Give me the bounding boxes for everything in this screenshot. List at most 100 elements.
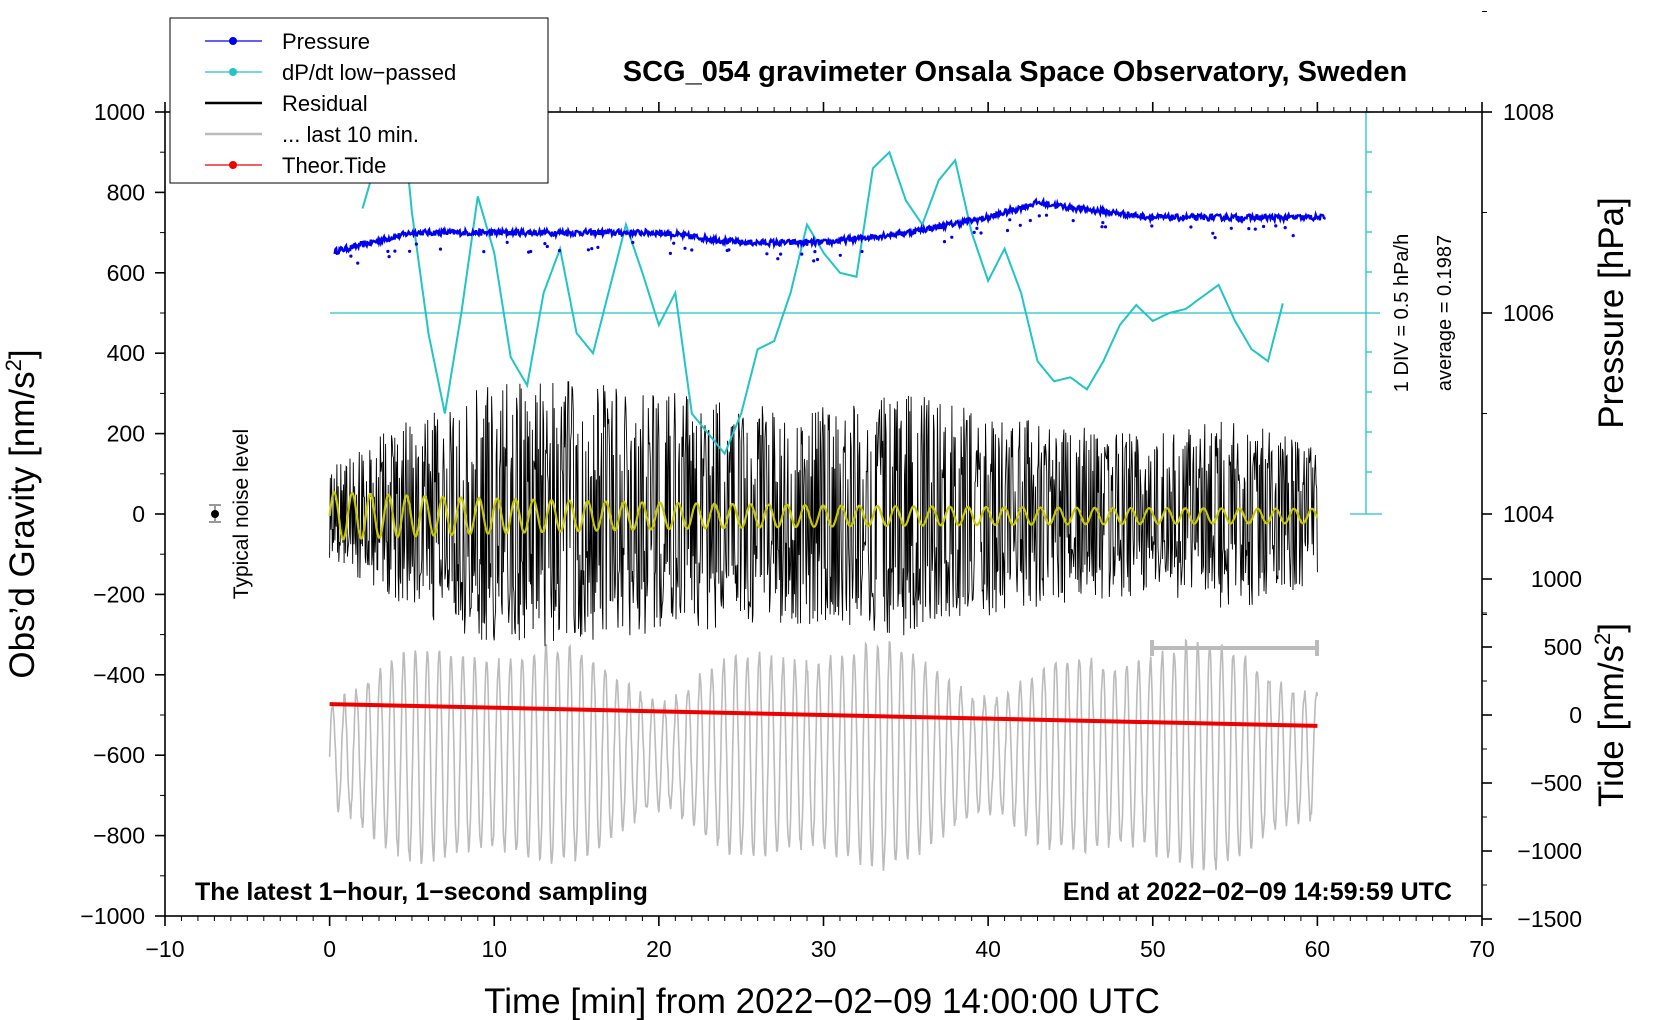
y-tick-label: 0: [132, 501, 145, 527]
pressure-point: [1189, 225, 1193, 229]
legend-label: Theor.Tide: [282, 153, 386, 178]
y-axis-label: Obs’d Gravity [nm/s2]: [1, 349, 42, 678]
legend-marker: [229, 68, 237, 76]
legend-item: Theor.Tide: [205, 153, 386, 178]
pressure-point: [596, 245, 600, 249]
tide-tick-label: −500: [1530, 770, 1582, 796]
pressure-point: [779, 252, 783, 256]
tide-tick-label: −1000: [1517, 838, 1582, 864]
pressure-point: [725, 248, 729, 253]
pressure-point: [1213, 236, 1217, 240]
pressure-point: [558, 249, 562, 253]
pressure-point: [800, 252, 804, 256]
yellow-filtered-series: [328, 491, 1319, 541]
pressure-tick-labels: 1008 1006 1004: [1503, 99, 1554, 527]
pressure-point: [975, 226, 979, 230]
pressure-point: [543, 242, 547, 246]
annotation-end-time: End at 2022−02−09 14:59:59 UTC: [1063, 878, 1452, 906]
minor-ticks: [160, 11, 1487, 921]
pressure-point: [414, 242, 418, 246]
legend-item: dP/dt low−passed: [205, 60, 456, 85]
noise-level-label: Typical noise level: [230, 429, 253, 599]
pressure-axis-label: Pressure [hPa]: [1592, 197, 1631, 429]
pressure-point: [356, 261, 360, 265]
pressure-point: [590, 247, 594, 251]
pressure-point: [1071, 219, 1075, 223]
chart-title: SCG_054 gravimeter Onsala Space Observat…: [623, 56, 1407, 88]
x-tick-labels: −10 0 10 20 30 40 50 60 70: [145, 936, 1494, 962]
noise-level-marker: [209, 504, 221, 523]
y-axis-label-main: Obs’d Gravity [nm/s: [3, 371, 42, 678]
tide-axis-label: Tide [nm/s2]: [1590, 623, 1631, 807]
legend-label: Pressure: [282, 29, 370, 54]
pressure-point: [586, 248, 591, 252]
y-tick-label: 400: [107, 340, 145, 366]
pressure-point: [393, 249, 397, 253]
tide-axis-label-close: ]: [1592, 623, 1631, 633]
residual-series: [329, 381, 1318, 647]
pressure-point: [690, 248, 694, 252]
tide-tick-labels: 1000 500 0 −500 −1000 −1500: [1517, 566, 1582, 932]
pressure-point: [386, 249, 390, 253]
pressure-point: [672, 241, 676, 245]
pressure-point: [1100, 225, 1104, 229]
legend-item: Pressure: [205, 29, 370, 54]
y-tick-labels: 1000 800 600 400 200 0 −200 −400 −600 −800 −1000: [80, 99, 145, 929]
pressure-point: [972, 230, 976, 234]
legend-box: [169, 17, 549, 184]
last-10-min-series: [328, 638, 1319, 871]
pressure-point: [813, 250, 817, 254]
last-10-min-bar: [1150, 640, 1319, 656]
x-tick-label: 20: [646, 936, 672, 962]
y-tick-label: −600: [93, 742, 145, 768]
pressure-point: [1262, 224, 1266, 229]
legend-item: Residual: [205, 91, 368, 116]
pressure-point: [838, 253, 842, 257]
pressure-point: [765, 252, 769, 256]
y-tick-label: −1000: [80, 903, 145, 929]
dpdt-series: [361, 109, 1284, 456]
tide-tick-label: 0: [1569, 702, 1582, 728]
y-tick-label: 200: [107, 421, 145, 447]
x-tick-label: 70: [1469, 936, 1495, 962]
x-tick-label: 30: [811, 936, 837, 962]
pressure-point: [1283, 226, 1287, 230]
y-tick-label: 1000: [94, 99, 145, 125]
x-axis-label: Time [min] from 2022−02−09 14:00:00 UTC: [484, 982, 1160, 1020]
pressure-point: [812, 259, 816, 263]
pressure-point: [527, 250, 531, 254]
pressure-point: [1028, 218, 1032, 223]
pressure-point: [438, 247, 443, 251]
tide-axis-label-main: Tide [nm/s: [1592, 645, 1631, 807]
y-axis-label-close: ]: [3, 349, 42, 359]
pressure-point: [1103, 225, 1108, 229]
tide-tick-label: −1500: [1517, 906, 1582, 932]
y-tick-label: −800: [93, 823, 145, 849]
tide-series: [329, 702, 1318, 728]
x-tick-label: −10: [145, 936, 184, 962]
y-tick-label: 600: [107, 260, 145, 286]
pressure-point: [545, 244, 549, 249]
x-tick-label: 40: [975, 936, 1001, 962]
pressure-point: [1005, 228, 1010, 233]
pressure-point: [979, 231, 983, 235]
legend-label: ... last 10 min.: [282, 122, 419, 147]
tide-tick-label: 1000: [1531, 566, 1582, 592]
x-tick-label: 10: [481, 936, 507, 962]
pressure-tick-label: 1004: [1503, 501, 1554, 527]
y-tick-label: −200: [93, 581, 145, 607]
x-tick-label: 60: [1305, 936, 1331, 962]
dpdt-scale-label: 1 DIV = 0.5 hPa/h: [1391, 234, 1413, 392]
y-tick-label: 800: [107, 179, 145, 205]
legend-label: dP/dt low−passed: [282, 60, 456, 85]
tide-axis-label-sup: 2: [1590, 633, 1615, 645]
pressure-point: [1008, 218, 1012, 222]
pressure-point: [505, 240, 509, 244]
legend-marker: [229, 37, 237, 45]
pressure-point: [1229, 226, 1233, 230]
tide-tick-label: 500: [1544, 634, 1582, 660]
pressure-point: [1211, 231, 1215, 235]
pressure-point: [408, 249, 412, 253]
x-tick-label: 0: [323, 936, 336, 962]
